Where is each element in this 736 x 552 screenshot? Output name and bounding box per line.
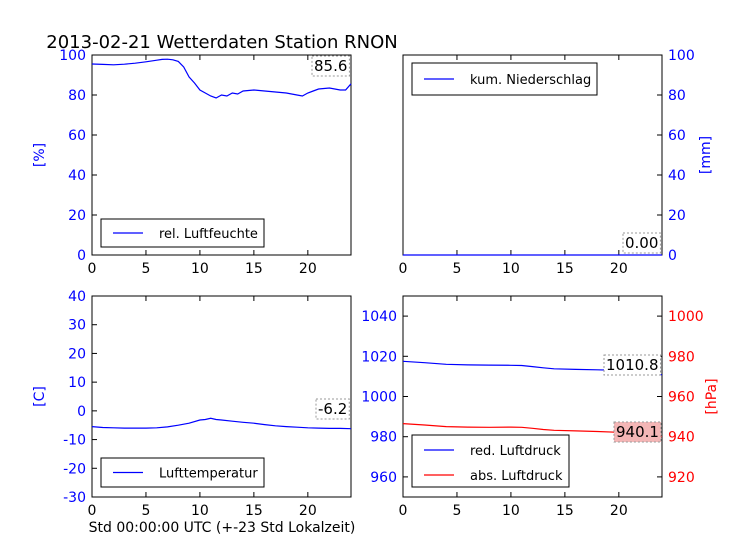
x-tick-label-top-left: 20 (299, 261, 317, 277)
y-tick-label-bottom-left: -30 (63, 490, 86, 506)
x-tick-label-top-right: 20 (610, 261, 628, 277)
figure-title: 2013-02-21 Wetterdaten Station RNON (46, 32, 397, 53)
x-tick-label-bottom-left: 15 (245, 503, 263, 519)
x-tick-label-top-left: 15 (245, 261, 263, 277)
y-tick-label-top-left: 20 (68, 208, 86, 224)
x-tick-label-bottom-left: 0 (88, 503, 97, 519)
y2-tick-label-bottom-right: 980 (668, 349, 695, 365)
x-tick-label-bottom-right: 15 (556, 503, 574, 519)
y-tick-label-top-right: 0 (668, 248, 677, 264)
y-tick-label-bottom-right: 1020 (361, 349, 397, 365)
x-tick-label-top-left: 5 (141, 261, 150, 277)
legend-label-bottom-left-0: Lufttemperatur (159, 467, 258, 482)
current-value-right-bottom-right-box (613, 421, 662, 443)
series-line-top-left-0 (91, 58, 352, 99)
x-tick-label-top-right: 5 (452, 261, 461, 277)
x-tick-label-top-left: 10 (191, 261, 209, 277)
current-value-bottom-left: -6.2 (318, 400, 347, 418)
series-line-bottom-right-1 (402, 423, 663, 438)
current-value-right-bottom-right: 940.1 (616, 423, 659, 441)
series-line-bottom-left-0 (91, 417, 352, 430)
y-tick-label-bottom-left: -20 (63, 461, 86, 477)
current-value-top-left: 85.6 (314, 57, 347, 75)
x-tick-label-bottom-left: 5 (141, 503, 150, 519)
y-tick-label-bottom-right: 1040 (361, 309, 397, 325)
y-axis-label-top-right: [mm] (698, 136, 714, 174)
x-tick-label-bottom-right: 5 (452, 503, 461, 519)
y-tick-label-top-left: 60 (68, 128, 86, 144)
y-tick-label-top-right: 20 (668, 208, 686, 224)
y-tick-label-top-right: 40 (668, 168, 686, 184)
y2-tick-label-bottom-right: 1000 (668, 309, 704, 325)
y-tick-label-bottom-right: 1000 (361, 390, 397, 406)
y-tick-label-top-right: 100 (668, 48, 695, 64)
y-tick-label-bottom-right: 960 (370, 470, 397, 486)
legend-label-top-right-0: kum. Niederschlag (470, 73, 591, 88)
y-tick-label-top-left: 0 (77, 248, 86, 264)
x-tick-label-bottom-left: 20 (299, 503, 317, 519)
current-value-bottom-right-box (603, 354, 661, 376)
legend-label-bottom-right-0: red. Luftdruck (470, 444, 561, 459)
x-tick-label-bottom-right: 20 (610, 503, 628, 519)
y-tick-label-bottom-left: 10 (68, 375, 86, 391)
current-value-bottom-left-box (315, 398, 350, 420)
current-value-top-left-box (311, 55, 350, 77)
y2-tick-label-bottom-right: 920 (668, 470, 695, 486)
y-tick-label-top-left: 100 (59, 48, 86, 64)
x-tick-label-top-right: 10 (502, 261, 520, 277)
y-axis-label-top-left: [%] (32, 143, 48, 167)
y-tick-label-bottom-left: -10 (63, 433, 86, 449)
y-tick-label-top-right: 80 (668, 88, 686, 104)
y-tick-label-bottom-left: 40 (68, 289, 86, 305)
x-tick-label-bottom-right: 10 (502, 503, 520, 519)
y-tick-label-top-right: 60 (668, 128, 686, 144)
y-axis-label-bottom-left: [C] (32, 386, 48, 407)
y2-axis-label-bottom-right: [hPa] (704, 378, 720, 414)
x-tick-label-top-left: 0 (88, 261, 97, 277)
current-value-bottom-right: 1010.8 (606, 356, 659, 374)
y2-tick-label-bottom-right: 940 (668, 430, 695, 446)
y-tick-label-bottom-right: 980 (370, 430, 397, 446)
x-tick-label-bottom-right: 0 (399, 503, 408, 519)
x-tick-label-top-right: 15 (556, 261, 574, 277)
y-tick-label-bottom-left: 30 (68, 318, 86, 334)
y-tick-label-bottom-left: 20 (68, 346, 86, 362)
legend-box-bottom-right (411, 434, 570, 488)
y-tick-label-bottom-left: 0 (77, 404, 86, 420)
current-value-top-right-box (622, 232, 661, 254)
y2-tick-label-bottom-right: 960 (668, 390, 695, 406)
x-tick-label-top-right: 0 (399, 261, 408, 277)
legend-label-bottom-right-1: abs. Luftdruck (470, 469, 563, 484)
x-tick-label-bottom-left: 10 (191, 503, 209, 519)
current-value-top-right: 0.00 (625, 234, 658, 252)
y-tick-label-top-left: 40 (68, 168, 86, 184)
legend-label-top-left-0: rel. Luftfeuchte (159, 227, 258, 242)
y-tick-label-top-left: 80 (68, 88, 86, 104)
x-axis-label: Std 00:00:00 UTC (+-23 Std Lokalzeit) (89, 520, 356, 536)
